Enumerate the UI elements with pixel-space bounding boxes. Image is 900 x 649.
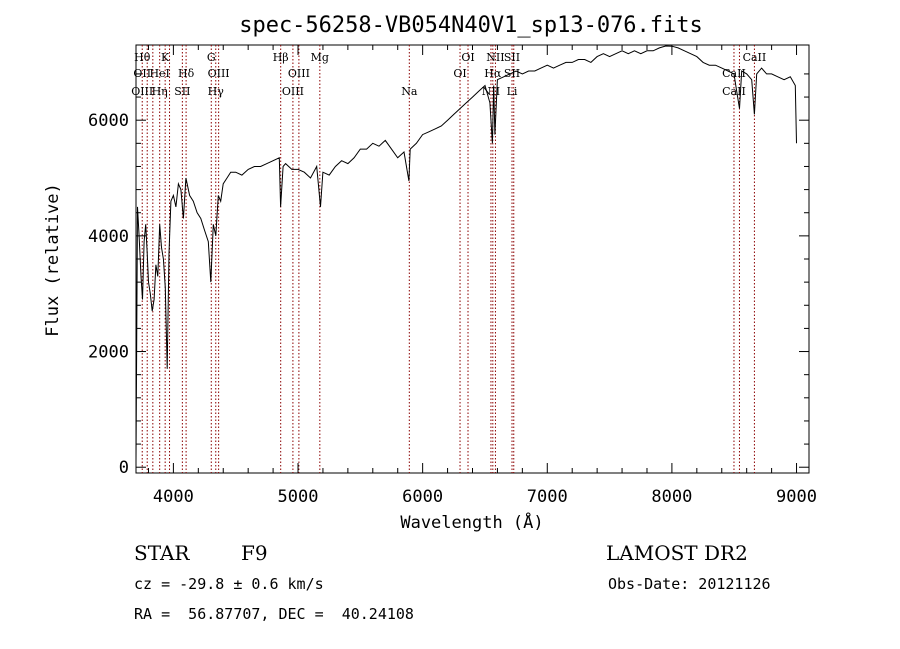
line-marker-label: NII bbox=[482, 85, 500, 98]
line-marker-label: Hα bbox=[484, 67, 502, 80]
line-marker-label: Hβ bbox=[273, 51, 289, 64]
x-tick-label: 7000 bbox=[527, 487, 568, 507]
line-marker-label: NII bbox=[486, 51, 504, 64]
y-tick-label: 4000 bbox=[88, 227, 129, 247]
line-marker-label: OI bbox=[453, 67, 466, 80]
line-marker-label: Hη bbox=[152, 85, 168, 98]
chart-title: spec-56258-VB054N40V1_sp13-076.fits bbox=[239, 13, 703, 38]
coordinates: RA = 56.87707, DEC = 40.24108 bbox=[134, 605, 414, 623]
x-tick-label: 4000 bbox=[153, 487, 194, 507]
line-marker-labels: HθOIIOIIIHeIHηKSIIHδGHγOIIIHβOIIIOIIIMgN… bbox=[131, 51, 766, 98]
x-tick-label: 5000 bbox=[278, 487, 319, 507]
line-marker-label: OIII bbox=[208, 67, 230, 80]
line-marker-label: SII bbox=[174, 85, 190, 98]
survey-label: LAMOST DR2 bbox=[606, 541, 748, 565]
y-tick-label: 6000 bbox=[88, 111, 129, 131]
spectrum-line bbox=[135, 45, 797, 462]
y-axis-ticks: 0 2000 4000 6000 bbox=[88, 73, 809, 478]
y-axis-label: Flux (relative) bbox=[43, 183, 63, 337]
obs-date: Obs-Date: 20121126 bbox=[608, 575, 771, 593]
line-marker-label: CaII bbox=[743, 51, 767, 64]
y-tick-label: 2000 bbox=[88, 343, 129, 363]
line-marker-label: OIII bbox=[131, 85, 153, 98]
redshift-text: cz = -29.8 ± 0.6 km/s bbox=[134, 575, 324, 593]
line-marker-label: Hγ bbox=[208, 85, 225, 98]
line-marker-label: OIII bbox=[282, 85, 304, 98]
x-axis-label: Wavelength (Å) bbox=[400, 511, 543, 533]
y-tick-label: 0 bbox=[119, 458, 129, 478]
line-marker-label: SII bbox=[504, 51, 520, 64]
plot-frame bbox=[135, 44, 810, 474]
x-tick-label: 8000 bbox=[651, 487, 692, 507]
line-marker-label: Li bbox=[507, 85, 518, 98]
line-marker-label: Na bbox=[401, 85, 418, 98]
line-markers bbox=[141, 45, 755, 473]
x-tick-label: 6000 bbox=[402, 487, 443, 507]
object-subclass: F9 bbox=[241, 541, 268, 565]
line-marker-label: CaII bbox=[722, 85, 746, 98]
x-axis-ticks: 4000 5000 6000 7000 8000 9000 bbox=[147, 45, 817, 507]
line-marker-label: Hδ bbox=[178, 67, 195, 80]
line-marker-label: OII bbox=[133, 67, 151, 80]
line-marker-label: HeI bbox=[149, 67, 169, 80]
object-class: STAR bbox=[134, 541, 190, 565]
line-marker-label: K bbox=[161, 51, 170, 64]
line-marker-label: G bbox=[207, 51, 216, 64]
line-marker-label: OIII bbox=[288, 67, 310, 80]
line-marker-label: OI bbox=[461, 51, 474, 64]
line-marker-label: Hθ bbox=[134, 51, 151, 64]
x-tick-label: 9000 bbox=[776, 487, 817, 507]
line-marker-label: Mg bbox=[311, 51, 329, 64]
line-marker-label: SII bbox=[504, 67, 520, 80]
